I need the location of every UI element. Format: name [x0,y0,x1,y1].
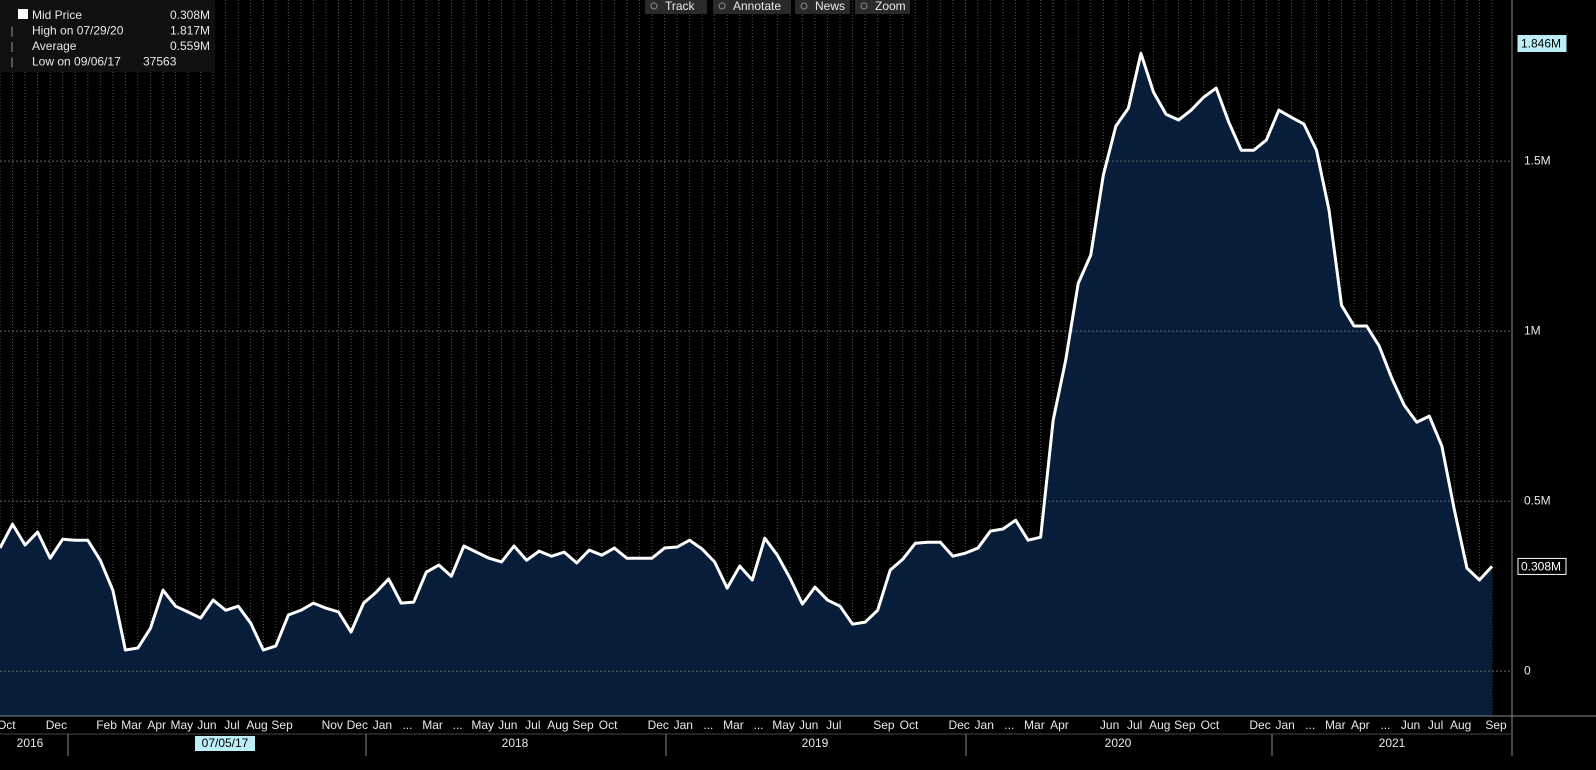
legend-label: Average [32,39,77,53]
toolbar-label: Track [665,0,696,13]
y-tick-label: 0.5M [1524,493,1551,507]
year-label: 2019 [802,736,829,750]
area [0,53,1492,717]
x-tick-label: ... [1004,718,1014,732]
legend-label: Mid Price [32,8,82,22]
axis-marker-box [1517,557,1567,575]
x-tick-label: Dec [46,718,67,732]
x-tick-label: Aug [246,718,267,732]
toolbar-icon [800,2,808,10]
x-tick-label: Jan [975,718,994,732]
toolbar-button-bg [855,0,910,14]
x-tick-label: Oct [0,718,16,732]
toolbar-button[interactable]: News [795,0,850,14]
x-tick-label: Mar [422,718,443,732]
x-tick-label: Dec [347,718,368,732]
x-tick-label: ... [453,718,463,732]
x-tick-label: Jun [197,718,216,732]
x-tick-label: Sep [1174,718,1196,732]
x-tick-label: Dec [648,718,669,732]
y-tick-label: 1.5M [1524,153,1551,167]
cursor-date-box [195,736,255,751]
toolbar-button-bg [795,0,850,14]
x-tick-label: Dec [948,718,969,732]
x-tick-label: ... [402,718,412,732]
x-tick-label: May [471,718,494,732]
year-label: 2021 [1379,736,1406,750]
x-tick-label: Nov [322,718,343,732]
toolbar-label: News [815,0,845,13]
x-tick-label: Mar [1325,718,1346,732]
x-tick-label: Jan [373,718,392,732]
legend-box [0,0,215,72]
year-label: 2020 [1105,736,1132,750]
x-tick-label: Sep [873,718,895,732]
legend-value: 0.559M [170,39,210,53]
x-tick-label: Mar [1024,718,1045,732]
x-tick-label: ... [703,718,713,732]
x-tick-label: Feb [96,718,117,732]
axis-marker-box [1517,35,1567,53]
axis-marker: 0.308M [1517,557,1567,575]
x-tick-label: May [772,718,795,732]
x-tick-label: Mar [723,718,744,732]
toolbar-label: Zoom [875,0,906,13]
x-tick-label: Jan [1275,718,1294,732]
y-tick-label: 1M [1524,323,1541,337]
x-tick-label: Oct [900,718,919,732]
x-tick-label: Jul [224,718,239,732]
toolbar-button-bg [713,0,791,14]
year-label: 2016 [17,736,44,750]
x-tick-label: ... [754,718,764,732]
x-tick-label: ... [1380,718,1390,732]
x-tick-label: Jun [1401,718,1420,732]
y-tick-label: 0 [1524,663,1531,677]
x-tick-label: Jul [1127,718,1142,732]
year-label: 07/05/17 [202,736,249,750]
x-tick-label: Apr [1050,718,1069,732]
x-tick-label: Dec [1249,718,1270,732]
x-tick-label: Jul [1428,718,1443,732]
x-tick-label: Oct [599,718,618,732]
x-tick-label: Jul [525,718,540,732]
x-tick-label: Apr [147,718,166,732]
toolbar-icon [718,2,726,10]
toolbar-icon [860,2,868,10]
legend-label: High on 07/29/20 [32,24,124,38]
legend-value: 37563 [143,55,177,69]
toolbar-icon [650,2,658,10]
toolbar-button[interactable]: Annotate [713,0,791,14]
toolbar-button[interactable]: Track [645,0,707,14]
toolbar-button-bg [645,0,707,14]
x-tick-label: Apr [1351,718,1370,732]
x-tick-label: Mar [121,718,142,732]
x-tick-label: Sep [271,718,293,732]
legend-swatch [18,9,28,19]
axis-marker: 1.846M [1517,35,1567,53]
x-tick-label: Sep [1485,718,1507,732]
x-tick-label: Jun [799,718,818,732]
x-tick-label: Jun [498,718,517,732]
x-tick-label: Oct [1201,718,1220,732]
x-tick-label: Jun [1100,718,1119,732]
x-tick-label: ... [1305,718,1315,732]
legend-value: 1.817M [170,24,210,38]
x-tick-label: Aug [1450,718,1471,732]
toolbar-label: Annotate [733,0,781,13]
year-label: 2018 [502,736,529,750]
axis-marker-label: 0.308M [1521,560,1561,574]
x-tick-label: Sep [572,718,594,732]
axis-marker-label: 1.846M [1521,37,1561,51]
x-tick-label: Aug [547,718,568,732]
x-tick-label: Jul [826,718,841,732]
x-tick-label: Jan [674,718,693,732]
legend-value: 0.308M [170,8,210,22]
legend-label: Low on 09/06/17 [32,55,121,69]
toolbar-button[interactable]: Zoom [855,0,910,14]
x-tick-label: Aug [1149,718,1170,732]
line [0,51,1494,652]
x-tick-label: May [170,718,193,732]
